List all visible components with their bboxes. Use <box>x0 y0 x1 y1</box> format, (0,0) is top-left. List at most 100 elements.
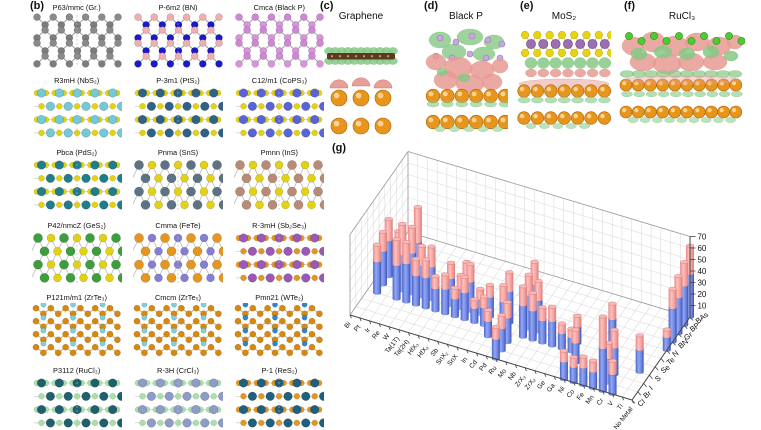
structure-image <box>32 13 122 68</box>
x-tick-label: Pd <box>478 362 489 373</box>
stacked-bar <box>491 324 501 361</box>
x-tick-label: Cd <box>468 359 479 370</box>
structure-image <box>33 87 122 139</box>
structure-image <box>235 13 325 68</box>
structure-cell: Pnma (SnS) <box>129 146 226 219</box>
panel-f: (f) RuCl₃ <box>616 0 748 140</box>
z-tick-label: 60 <box>697 244 706 253</box>
substrate-atom-row <box>517 84 611 98</box>
x-tick-label: Pt <box>353 324 362 333</box>
stacked-bar <box>431 274 440 313</box>
structure-image <box>31 232 122 284</box>
structure-image <box>134 13 223 68</box>
panel-c-title: Graphene <box>338 11 384 22</box>
structure-title: P63/mmc (Gr.) <box>52 3 101 12</box>
panel-e-label: (e) <box>520 0 534 12</box>
structure-cell: P-3m1 (PtS₂) <box>129 74 226 147</box>
structure-title: P-1 (ReS₂) <box>261 365 298 375</box>
structure-title: Cmca (Black P) <box>253 3 305 12</box>
x-tick-label: V <box>607 400 616 408</box>
structure-cell: P121m/m1 (ZrTe₃) <box>28 291 125 364</box>
structure-cell: R-3mH (Sb₂Se₃) <box>231 219 328 292</box>
chart-axes <box>349 236 691 401</box>
panel-d-title: Black P <box>449 11 483 22</box>
y-tick-label: N <box>670 348 680 358</box>
x-tick-label: Fe <box>576 391 586 402</box>
chart-box-edges <box>349 151 691 318</box>
structure-title: Pnma (SnS) <box>157 148 199 158</box>
y-tick-label: BAs <box>694 310 711 326</box>
stacked-bar <box>392 237 401 301</box>
stacked-bar <box>579 354 588 388</box>
substrate-atom-row <box>517 111 611 125</box>
y-tick-label: I <box>647 384 654 392</box>
structure-image <box>134 87 223 139</box>
stacked-bar <box>411 256 421 307</box>
x-tick-label: Re <box>371 329 382 340</box>
stacked-bar <box>635 333 644 374</box>
structure-image <box>234 303 324 357</box>
stacked-bar <box>450 285 460 319</box>
y-tick-label: Se <box>659 363 672 376</box>
structure-image <box>133 303 222 357</box>
structure-cell: P-6m2 (BN) <box>129 1 226 74</box>
x-tick-label: In <box>460 356 469 365</box>
structure-image <box>132 232 223 284</box>
y-tick-label: Te <box>665 355 677 367</box>
bar3d-chart: Bi Pt Ir Re W Ta(1T) Ta(2H) HfX₃ HfX₂ Sb SnX₂ SnX In… <box>330 140 761 430</box>
stacked-bar <box>559 348 569 382</box>
structure-image <box>33 377 122 429</box>
structure-cell: Pbca (PdS₂) <box>28 146 125 219</box>
x-tick-label: Ir <box>364 326 372 334</box>
stacked-bar <box>557 321 567 351</box>
panel-f-title: RuCl₃ <box>668 11 696 22</box>
structure-title: P3112 (RuCl₃) <box>53 365 101 375</box>
panel-e-title: MoS₂ <box>551 11 577 22</box>
stacked-bar <box>598 314 608 393</box>
stacked-bar <box>538 305 547 345</box>
x-tick-label: Co <box>566 388 577 399</box>
panel-d: (d) Black P <box>420 0 512 140</box>
z-tick-label: 30 <box>697 278 706 287</box>
x-tick-label: Sb <box>430 347 441 358</box>
bars-layer <box>372 205 695 396</box>
structure-cell: P3112 (RuCl₃) <box>28 364 125 430</box>
structure-title: P121m/m1 (ZrTe₃) <box>46 293 107 303</box>
stacked-bar <box>421 257 430 310</box>
panel-b-label: (b) <box>30 0 45 12</box>
structure-title: Cmcm (ZrTe₅) <box>154 293 202 303</box>
x-tick-label: Ni <box>557 385 567 395</box>
crystal-structure-grid: P63/mmc (Gr.) P-6m2 (BN) Cmca (Black P) R3m… <box>28 1 328 430</box>
structure-cell: Cmcm (ZrTe₅) <box>129 291 226 364</box>
structure-title: R-3H (CrCl₃) <box>156 365 199 375</box>
structure-image <box>132 160 223 212</box>
structure-image <box>236 232 325 284</box>
structure-image <box>32 303 121 357</box>
structure-cell: R-3H (CrCl₃) <box>129 364 226 430</box>
x-tick-label: Ga <box>546 382 557 394</box>
structure-cell: Cmma (FeTe) <box>129 219 226 292</box>
z-tick-label: 20 <box>697 290 706 299</box>
structure-title: P42/nmcZ (GeS₂) <box>47 220 106 230</box>
substrate-atom-row <box>425 114 508 130</box>
panel-f-illustration <box>619 31 745 123</box>
z-tick-label: 40 <box>697 267 706 276</box>
x-tick-label: Mo <box>497 368 508 380</box>
structure-title: Cmma (FeTe) <box>155 220 201 230</box>
structure-image <box>236 377 325 429</box>
x-tick-label: Bi <box>343 321 352 330</box>
substrate-atom-row <box>425 88 508 104</box>
structure-title: C12/m1 (CoPS₃) <box>251 75 307 85</box>
stacked-bar <box>460 274 469 322</box>
y-tick-label: Br <box>641 388 653 400</box>
structure-cell: Pmn21 (WTe₂) <box>231 291 328 364</box>
x-tick-label: Ti <box>616 403 625 412</box>
stacked-bar <box>440 272 450 316</box>
panel-e-illustration <box>517 30 611 129</box>
structure-title: Pbca (PdS₂) <box>56 148 97 158</box>
stacked-bar <box>372 242 382 295</box>
x-tick-label: W <box>382 332 392 342</box>
z-tick-label: 70 <box>697 232 706 241</box>
x-tick-label: Nb <box>507 370 518 381</box>
structure-cell: C12/m1 (CoPS₃) <box>231 74 328 147</box>
